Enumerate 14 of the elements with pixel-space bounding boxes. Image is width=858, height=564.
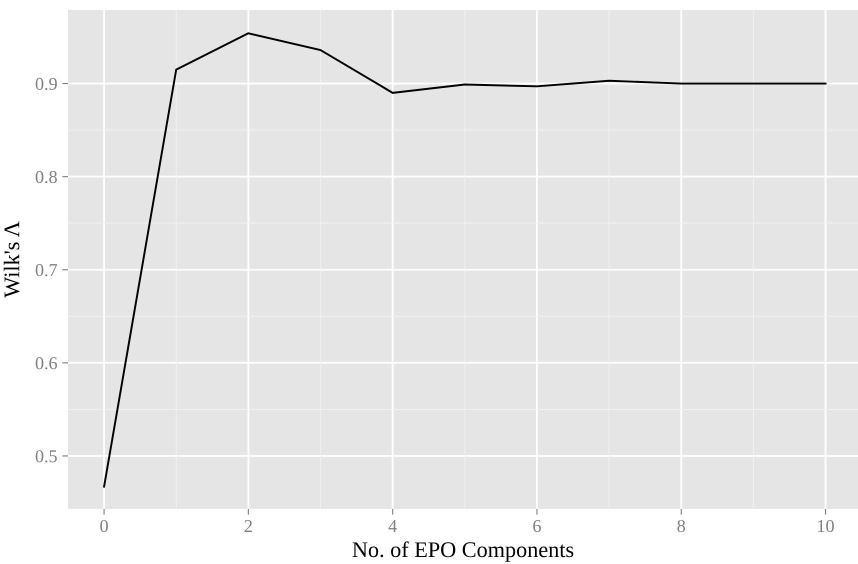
x-tick-label: 6 xyxy=(533,520,541,532)
y-tick-label: 0.6 xyxy=(36,357,58,370)
y-tick-label: 0.8 xyxy=(36,170,57,184)
x-tick-label: 2 xyxy=(244,520,252,532)
y-axis-title: Wilk's Λ xyxy=(4,221,20,298)
x-tick-label: 4 xyxy=(388,520,397,532)
x-tick-label: 0 xyxy=(100,520,108,532)
y-tick-label: 0.5 xyxy=(36,450,57,462)
x-tick-label: 8 xyxy=(677,520,686,532)
y-tick-label: 0.7 xyxy=(36,264,58,276)
x-tick-label: 10 xyxy=(818,520,834,532)
y-tick-label: 0.9 xyxy=(36,78,57,90)
line-series xyxy=(103,32,827,488)
x-axis-title: No. of EPO Components xyxy=(352,541,574,562)
